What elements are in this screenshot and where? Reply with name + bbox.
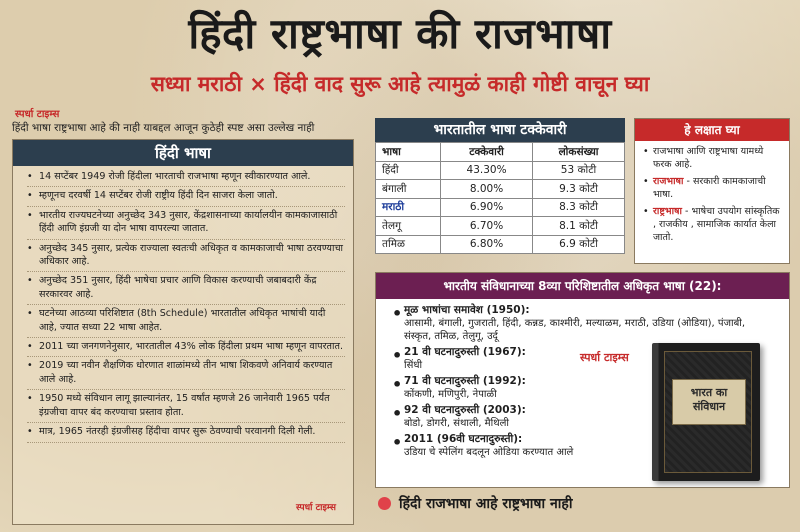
schedule-item-label: 21 वी घटनादुरुस्ती (1967): — [404, 346, 526, 358]
list-item: 2019 च्या नवीन शैक्षणिक धोरणात शाळांमध्य… — [27, 359, 345, 391]
table-cell: 8.3 कोटी — [532, 197, 625, 217]
table-cell: 8.1 कोटी — [532, 216, 625, 236]
table-row: हिंदी 43.30% 53 कोटी — [374, 160, 625, 180]
list-item: राष्ट्रभाषा - भाषेचा उपयोग सांस्कृतिक , … — [643, 205, 783, 244]
fact-list: 14 सप्टेंबर 1949 रोजी हिंदीला भारताची रा… — [13, 166, 353, 443]
table-cell: 6.80% — [440, 234, 534, 254]
table-cell: तमिळ — [374, 234, 442, 254]
table-row: तेलगू 6.70% 8.1 कोटी — [374, 216, 625, 236]
note-heading: हे लक्षात घ्या — [635, 119, 789, 141]
table-row: तमिळ 6.80% 6.9 कोटी — [374, 234, 625, 254]
table-header-row: भाषा टक्केवारी लोकसंख्या — [374, 142, 625, 162]
language-percentage-table: भारतातील भाषा टक्केवारी भाषा टक्केवारी ल… — [374, 118, 625, 254]
table-row: बंगाली 8.00% 9.3 कोटी — [374, 179, 625, 199]
book-title-line: संविधान — [692, 400, 726, 413]
table-heading: भारतातील भाषा टक्केवारी — [375, 118, 625, 142]
panel-heading: हिंदी भाषा — [13, 140, 353, 166]
list-item: भारतीय राज्यघटनेच्या अनुच्छेद 343 नुसार,… — [27, 209, 345, 240]
note-list: राजभाषा आणि राष्ट्रभाषा यामध्ये फरक आहे.… — [635, 141, 789, 244]
hindi-language-panel: हिंदी भाषा 14 सप्टेंबर 1949 रोजी हिंदीला… — [12, 139, 354, 525]
list-item: 21 वी घटनादुरुस्ती (1967): सिंधी — [392, 346, 632, 372]
note-panel: हे लक्षात घ्या राजभाषा आणि राष्ट्रभाषा य… — [634, 118, 790, 264]
term-definition: - भाषेचा उपयोग सांस्कृतिक , राजकीय , साम… — [653, 206, 780, 243]
list-item: अनुच्छेद 345 नुसार, प्रत्येक राज्याला स्… — [27, 242, 345, 273]
list-item: म्हणूनच दरवर्षी 14 सप्टेंबर रोजी राष्ट्र… — [27, 189, 345, 207]
bullet-dot-icon — [378, 497, 391, 510]
table-cell: हिंदी — [374, 160, 442, 180]
list-item: राजभाषा - सरकारी कामकाजाची भाषा. — [643, 175, 783, 201]
table-cell: 8.00% — [440, 179, 534, 199]
term-definition: - सरकारी कामकाजाची भाषा. — [653, 176, 766, 200]
footer-note: हिंदी राजभाषा आहे राष्ट्रभाषा नाही — [378, 494, 572, 513]
table-cell: 6.9 कोटी — [532, 234, 625, 254]
page-subtitle: सध्या मराठी × हिंदी वाद सुरू आहे त्यामुळ… — [150, 72, 650, 96]
list-item: 2011 च्या जनगणनेनुसार, भारतातील 43% लोक … — [27, 340, 345, 358]
schedule-item-text: बोडो, डोगरी, संथाली, मैथिली — [404, 418, 510, 429]
schedule-item-label: मूळ भाषांचा समावेश (1950): — [404, 304, 530, 316]
schedule-item-label: 71 वी घटनादुरुस्ती (1992): — [404, 375, 526, 387]
list-item: 1950 मध्ये संविधान लागू झाल्यानंतर, 15 व… — [27, 392, 345, 424]
schedule-item-text: आसामी, बंगाली, गुजराती, हिंदी, कन्नड, का… — [404, 318, 746, 342]
column-header: भाषा — [374, 142, 442, 162]
table-cell: बंगाली — [374, 179, 442, 199]
list-item: मात्र, 1965 नंतरही इंग्रजीसह हिंदीचा वाप… — [27, 425, 345, 443]
schedule-list: मूळ भाषांचा समावेश (1950): आसामी, बंगाली… — [376, 299, 789, 459]
list-item: 14 सप्टेंबर 1949 रोजी हिंदीला भारताची रा… — [27, 170, 345, 188]
table-cell: 53 कोटी — [532, 160, 625, 180]
table-cell: 9.3 कोटी — [532, 179, 625, 199]
brand-logo: स्पर्धा टाइम्स — [15, 109, 60, 120]
table-cell: तेलगू — [374, 216, 442, 236]
list-item: राजभाषा आणि राष्ट्रभाषा यामध्ये फरक आहे. — [643, 145, 783, 171]
table-cell: 6.70% — [440, 216, 534, 236]
column-header: टक्केवारी — [440, 142, 534, 162]
term-label: राजभाषा — [653, 176, 684, 187]
schedule-item-label: 92 वी घटनादुरुस्ती (2003): — [404, 404, 526, 416]
column-header: लोकसंख्या — [532, 142, 625, 162]
table-row: मराठी 6.90% 8.3 कोटी — [374, 197, 625, 217]
brand-logo: स्पर्धा टाइम्स — [296, 503, 336, 513]
brand-logo: स्पर्धा टाइम्स — [580, 351, 629, 364]
list-item: अनुच्छेद 351 नुसार, हिंदी भाषेचा प्रचार … — [27, 274, 345, 306]
page-title: हिंदी राष्ट्रभाषा की राजभाषा — [188, 9, 612, 58]
schedule-heading: भारतीय संविधानाच्या 8व्या परिशिष्टातील अ… — [376, 273, 789, 299]
table-cell: 6.90% — [440, 197, 534, 217]
list-item: 71 वी घटनादुरुस्ती (1992): कोंकणी, मणिपु… — [392, 375, 632, 401]
constitution-book-image: भारत का संविधान — [652, 343, 760, 481]
list-item: 2011 (96वी घटनादुरुस्ती): उडिया चे स्पेल… — [392, 433, 632, 459]
list-item: 92 वी घटनादुरुस्ती (2003): बोडो, डोगरी, … — [392, 404, 632, 430]
list-item: घटनेच्या आठव्या परिशिष्टात (8th Schedule… — [27, 307, 345, 339]
schedule-item-label: 2011 (96वी घटनादुरुस्ती): — [404, 433, 523, 445]
footer-text: हिंदी राजभाषा आहे राष्ट्रभाषा नाही — [399, 496, 573, 512]
intro-text: हिंदी भाषा राष्ट्रभाषा आहे की नाही याबद्… — [12, 122, 315, 134]
table-cell: 43.30% — [440, 160, 534, 180]
schedule-item-text: सिंधी — [404, 360, 423, 371]
list-item: मूळ भाषांचा समावेश (1950): आसामी, बंगाली… — [392, 304, 772, 343]
book-title-line: भारत का — [690, 386, 728, 399]
term-label: राष्ट्रभाषा — [653, 206, 682, 217]
book-title-label: भारत का संविधान — [672, 379, 746, 425]
schedule-item-text: कोंकणी, मणिपुरी, नेपाळी — [404, 389, 497, 400]
schedule-item-text: उडिया चे स्पेलिंग बदलून ओडिया करण्यात आल… — [404, 447, 574, 458]
table-cell: मराठी — [374, 197, 442, 217]
